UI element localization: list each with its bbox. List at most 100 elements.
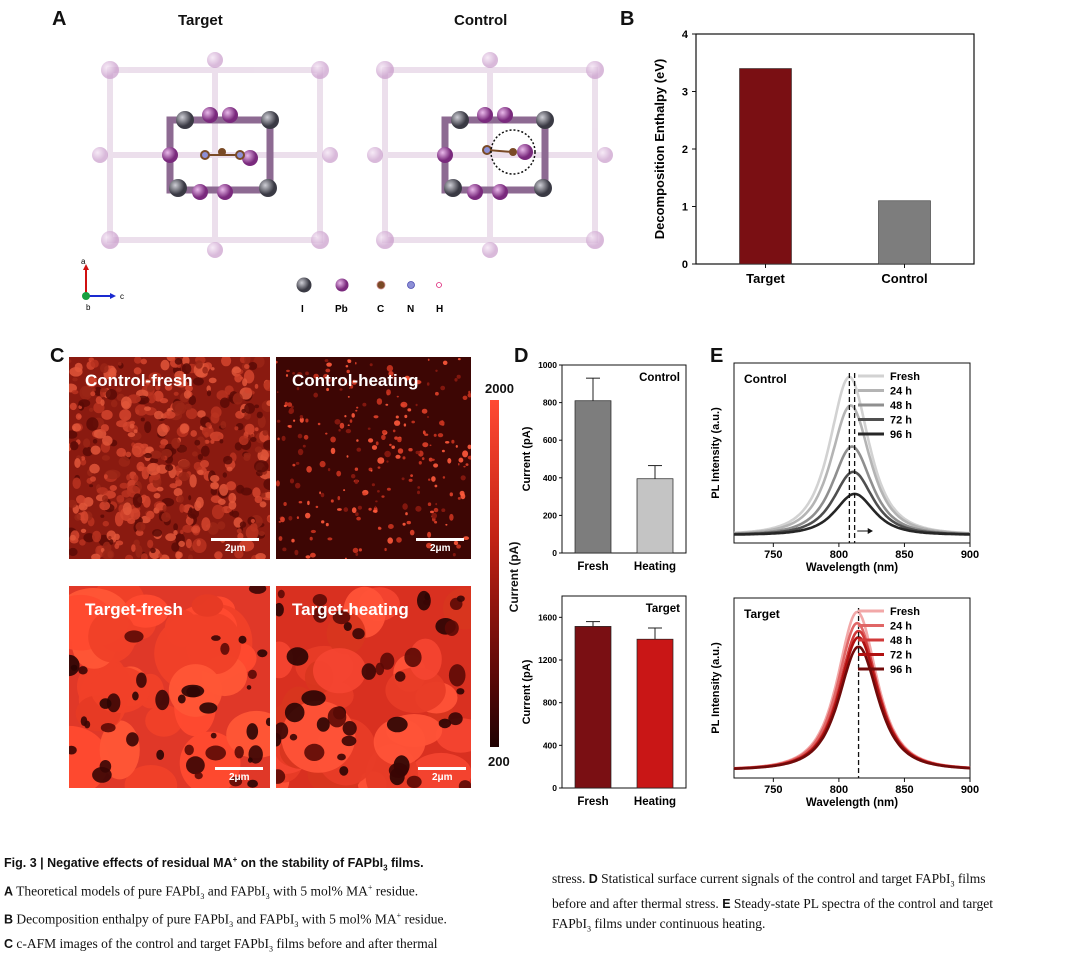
afm-grain xyxy=(292,372,295,375)
afm-grain xyxy=(163,411,176,419)
afm-grain xyxy=(173,530,178,536)
y-tick-label: 1000 xyxy=(538,360,557,370)
y-tick-label: 0 xyxy=(682,259,688,271)
afm-grain xyxy=(180,529,184,535)
afm-grain xyxy=(327,706,347,728)
afm-grain xyxy=(228,500,237,510)
panel-b-chart: 0 1 2 3 4 Target Control Decomposition Enthalpy… xyxy=(652,29,975,286)
afm-grain xyxy=(462,395,468,400)
afm-grain xyxy=(402,522,406,526)
panel-label-c: C xyxy=(50,345,65,367)
afm-grain xyxy=(92,438,98,444)
afm-grain xyxy=(247,779,258,788)
afm-grain xyxy=(355,409,358,412)
afm-grain xyxy=(99,698,112,709)
afm-grain xyxy=(263,380,270,391)
afm-grain xyxy=(257,449,269,462)
afm-grain xyxy=(188,613,242,675)
afm-grain xyxy=(378,527,382,530)
afm-grain xyxy=(100,514,105,518)
afm-grain xyxy=(126,732,139,747)
afm-grain xyxy=(421,408,428,414)
afm-grain xyxy=(305,512,311,519)
afm-grain xyxy=(303,434,309,440)
afm-grain xyxy=(100,387,108,393)
afm-grain xyxy=(437,433,444,438)
x-tick-label: Target xyxy=(746,271,785,286)
afm-grain xyxy=(160,359,170,371)
y-axis-label: Decomposition Enthalpy (eV) xyxy=(652,59,667,240)
afm-grain xyxy=(304,743,325,761)
afm-grain xyxy=(454,378,458,382)
caption-line-a: A Theoretical models of pure FAPbI3 and … xyxy=(4,882,419,901)
afm-grain xyxy=(395,415,399,419)
afm-grain xyxy=(442,360,448,365)
x-tick-label: 800 xyxy=(830,784,848,796)
afm-grain xyxy=(226,466,233,472)
afm-grain xyxy=(91,553,101,559)
afm-grain xyxy=(209,431,224,442)
afm-grain xyxy=(200,445,210,457)
x-axis-label: Wavelength (nm) xyxy=(806,797,898,809)
x-tick-label: 750 xyxy=(764,784,782,796)
afm-grain xyxy=(69,359,72,363)
y-tick-label: 1200 xyxy=(538,655,557,665)
afm-grain xyxy=(202,427,206,431)
afm-grain xyxy=(340,377,343,380)
afm-grain xyxy=(380,652,395,670)
afm-grain xyxy=(451,439,455,444)
legend-label: 24 h xyxy=(890,386,912,398)
afm-grain xyxy=(352,628,365,640)
afm-label-target-fresh: Target-fresh xyxy=(85,600,183,619)
afm-grain xyxy=(460,493,466,500)
afm-grain xyxy=(403,423,407,427)
afm-grain xyxy=(244,423,255,435)
afm-grain xyxy=(324,359,329,363)
afm-grain xyxy=(131,442,145,458)
afm-grain xyxy=(147,539,154,549)
afm-grain xyxy=(92,767,112,783)
afm-grain xyxy=(232,367,242,374)
afm-grain xyxy=(134,357,142,364)
afm-grain xyxy=(69,441,79,451)
afm-grain xyxy=(291,538,295,543)
afm-grain xyxy=(445,523,448,526)
afm-grain xyxy=(330,436,336,443)
afm-grain xyxy=(80,458,87,466)
afm-grain xyxy=(373,415,379,419)
afm-grain xyxy=(445,441,450,444)
afm-grain xyxy=(298,501,303,504)
panel-label-d: D xyxy=(514,345,529,367)
spectrum-line-fresh xyxy=(733,610,971,770)
x-tick-label: Fresh xyxy=(577,796,608,808)
afm-grain xyxy=(325,522,329,527)
afm-grain xyxy=(426,542,433,549)
afm-grain xyxy=(355,552,359,556)
afm-grain xyxy=(178,540,185,547)
caption-line-c: C c-AFM images of the control and target… xyxy=(4,936,438,954)
afm-grain xyxy=(147,392,156,404)
afm-grain xyxy=(80,716,88,726)
afm-grain xyxy=(82,446,93,457)
afm-grain xyxy=(457,358,461,361)
afm-grain xyxy=(191,594,224,617)
afm-grain xyxy=(313,607,328,623)
afm-grain xyxy=(156,486,164,492)
afm-grain xyxy=(174,358,183,365)
afm-grain xyxy=(188,395,197,406)
y-tick-label: 3 xyxy=(682,87,688,99)
afm-grain xyxy=(258,531,265,536)
afm-grain xyxy=(441,508,446,512)
bar-control xyxy=(878,200,931,265)
afm-grain xyxy=(296,387,300,391)
afm-grain xyxy=(347,359,352,363)
afm-grain xyxy=(310,529,316,534)
afm-grain xyxy=(234,746,244,759)
afm-grain xyxy=(355,512,359,517)
afm-grain xyxy=(150,450,162,459)
afm-grain xyxy=(284,702,305,723)
afm-grain xyxy=(85,377,98,388)
afm-grain xyxy=(177,494,184,503)
afm-grain xyxy=(354,479,359,485)
afm-grain xyxy=(100,399,105,406)
